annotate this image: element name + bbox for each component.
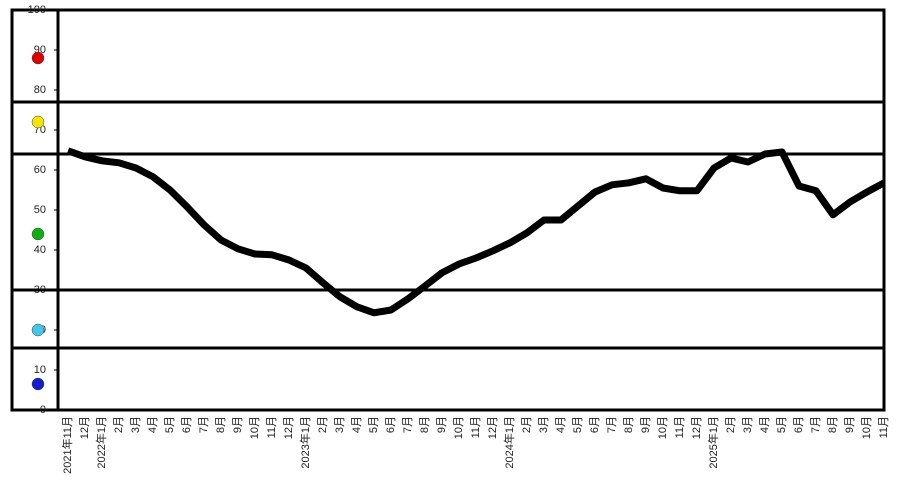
- x-tick-label: 7月: [606, 416, 618, 433]
- signal-lamp: [31, 377, 45, 391]
- x-tick-label: 8月: [827, 416, 839, 433]
- x-tick-label: 4月: [759, 416, 771, 433]
- x-tick-label: 5月: [368, 416, 380, 433]
- y-tick-label: 80: [34, 84, 46, 96]
- signal-lamp: [31, 51, 45, 65]
- y-tick-label: 10: [34, 364, 46, 376]
- x-tick-label: 5月: [572, 416, 584, 433]
- x-tick-label: 5月: [776, 416, 788, 433]
- x-tick-label: 11月: [470, 416, 482, 438]
- y-tick-label: 50: [34, 204, 46, 216]
- x-tick-label: 3月: [538, 416, 550, 433]
- x-tick-label: 10月: [657, 416, 669, 439]
- x-tick-label: 11月: [674, 416, 686, 438]
- x-tick-label: 6月: [385, 416, 397, 433]
- x-tick-label: 6月: [589, 416, 601, 433]
- x-tick-label: 8月: [623, 416, 635, 433]
- x-tick-label: 2023年1月: [298, 416, 312, 469]
- x-tick-label: 4月: [351, 416, 363, 433]
- x-tick-label: 9月: [844, 416, 856, 433]
- x-tick-label: 7月: [402, 416, 414, 433]
- x-tick-label: 12月: [283, 416, 295, 439]
- x-tick-label: 4月: [555, 416, 567, 433]
- x-tick-label: 9月: [640, 416, 652, 433]
- x-tick-label: 2021年11月: [60, 416, 74, 474]
- x-tick-label: 3月: [334, 416, 346, 433]
- x-tick-label: 2月: [725, 416, 737, 433]
- x-tick-label: 10月: [453, 416, 465, 439]
- x-tick-label: 10月: [249, 416, 261, 439]
- x-tick-label: 7月: [810, 416, 822, 433]
- x-tick-label: 8月: [419, 416, 431, 433]
- signal-lamp: [31, 323, 45, 337]
- x-tick-label: 6月: [793, 416, 805, 433]
- x-tick-label: 2022年1月: [94, 416, 108, 469]
- x-tick-label: 7月: [198, 416, 210, 433]
- frame: [10, 8, 886, 412]
- x-tick-label: 3月: [742, 416, 754, 433]
- x-tick-label: 12月: [487, 416, 499, 439]
- x-tick-label: 11月: [878, 416, 890, 438]
- y-tick-label: 0: [40, 404, 46, 416]
- x-tick-label: 11月: [266, 416, 278, 438]
- x-tick-label: 2月: [521, 416, 533, 433]
- x-tick-label: 2月: [113, 416, 125, 433]
- signal-lamp: [31, 227, 45, 241]
- x-tick-label: 9月: [436, 416, 448, 433]
- x-tick-label: 10月: [861, 416, 873, 439]
- x-tick-label: 12月: [691, 416, 703, 439]
- x-tick-label: 2025年1月: [706, 416, 720, 469]
- x-tick-label: 8月: [215, 416, 227, 433]
- x-tick-label: 9月: [232, 416, 244, 433]
- y-tick-label: 60: [34, 164, 46, 176]
- x-tick-label: 4月: [147, 416, 159, 433]
- x-tick-label: 6月: [181, 416, 193, 433]
- data-line: [66, 147, 886, 317]
- x-tick-label: 12月: [79, 416, 91, 439]
- x-tick-label: 3月: [130, 416, 142, 433]
- y-tick-label: 40: [34, 244, 46, 256]
- x-tick-label: 2月: [317, 416, 329, 433]
- x-tick-label: 2024年1月: [502, 416, 516, 469]
- y-tick-label: 100: [28, 4, 46, 16]
- x-tick-label: 5月: [164, 416, 176, 433]
- signal-lamp: [31, 115, 45, 129]
